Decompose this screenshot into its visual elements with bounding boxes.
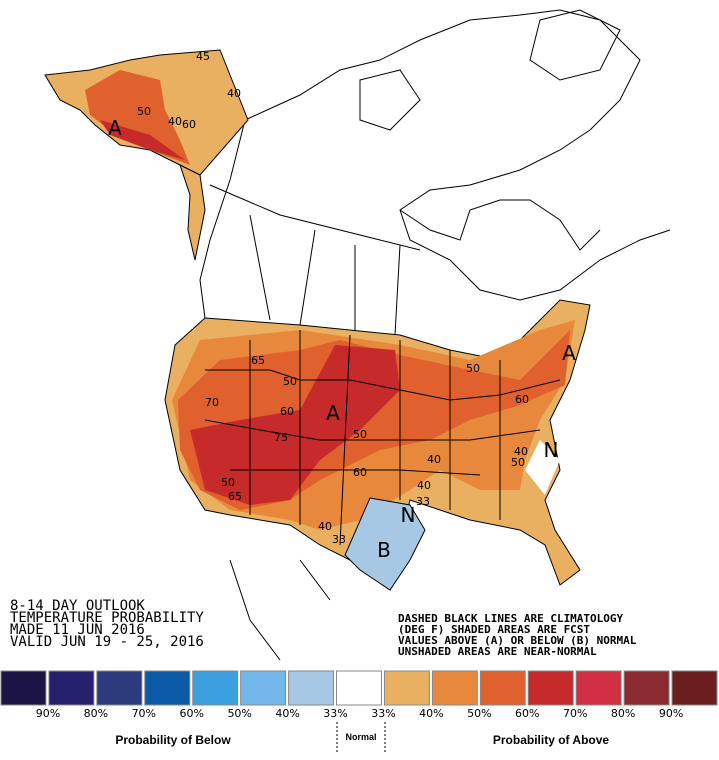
contour-label: 40 — [318, 520, 332, 533]
contour-label: 40 — [168, 115, 182, 128]
shape — [204, 419, 541, 441]
shape — [199, 119, 246, 319]
shape — [529, 9, 621, 81]
contour-label: 33 — [332, 533, 346, 546]
shape — [205, 369, 561, 401]
contour-label: 33 — [416, 495, 430, 508]
legend-swatch — [240, 670, 287, 706]
above-caption: Probability of Above — [493, 733, 610, 747]
region-letter: N — [401, 503, 416, 527]
region-letter: A — [562, 341, 576, 365]
legend-swatch — [527, 670, 574, 706]
legend-swatch — [48, 670, 95, 706]
legend-label: 60% — [515, 707, 539, 720]
note-line: (DEG F) SHADED AREAS ARE FCST — [398, 623, 590, 636]
legend-swatch — [288, 670, 335, 706]
contour-label: 40 — [227, 87, 241, 100]
state-lines — [204, 330, 561, 546]
legend-swatch — [383, 670, 430, 706]
carolina-normal — [525, 440, 560, 495]
contour-label: 50 — [466, 362, 480, 375]
contour-label: 75 — [274, 431, 288, 444]
contour-label: 65 — [228, 490, 242, 503]
legend-swatch — [336, 670, 382, 706]
legend-label: 90% — [659, 707, 683, 720]
legend-swatch — [192, 670, 239, 706]
contour-label: 65 — [251, 354, 265, 367]
legend-label: 80% — [611, 707, 635, 720]
contour-label: 60 — [280, 405, 294, 418]
contour-label: 70 — [205, 396, 219, 409]
alaska-50 — [85, 70, 190, 165]
contour-label: 60 — [182, 118, 196, 131]
shape — [230, 469, 481, 476]
contour-label: 50 — [511, 456, 525, 469]
legend-label: 33% — [323, 707, 347, 720]
contour-label: 40 — [417, 479, 431, 492]
note-line: VALUES ABOVE (A) OR BELOW (B) NORMAL — [398, 634, 637, 647]
outlook-line: TEMPERATURE PROBABILITY — [10, 610, 204, 626]
alaska-60 — [100, 120, 185, 160]
shape — [249, 214, 401, 336]
legend-label: 50% — [467, 707, 491, 720]
contour-label: 45 — [196, 50, 210, 63]
shape — [229, 559, 331, 661]
legend-label: 90% — [36, 707, 60, 720]
legend-label: 40% — [419, 707, 443, 720]
contour-label: 50 — [283, 375, 297, 388]
legend-swatch — [0, 670, 47, 706]
legend-swatch — [623, 670, 670, 706]
region-letter: A — [108, 116, 122, 140]
region-letter: N — [544, 438, 559, 462]
legend-swatch — [96, 670, 143, 706]
contour-label: 40 — [514, 445, 528, 458]
outlook-line: VALID JUN 19 - 25, 2016 — [10, 634, 204, 650]
land-outlines — [199, 9, 671, 661]
shape — [249, 330, 501, 546]
region-letter: A — [326, 401, 340, 425]
normal-caption: Normal — [345, 732, 376, 742]
legend-swatch — [671, 670, 718, 706]
legend-label: 33% — [371, 707, 395, 720]
region-letter: B — [377, 538, 391, 562]
shape — [244, 9, 671, 301]
note-text: DASHED BLACK LINES ARE CLIMATOLOGY(DEG F… — [398, 612, 637, 658]
legend-label: 80% — [84, 707, 108, 720]
contour-label: 60 — [515, 393, 529, 406]
legend-label: 40% — [275, 707, 299, 720]
contour-label: 50 — [353, 428, 367, 441]
legend-label: 50% — [227, 707, 251, 720]
note-line: UNSHADED AREAS ARE NEAR-NORMAL — [398, 645, 597, 658]
shape — [399, 199, 601, 251]
legend-swatch — [144, 670, 191, 706]
shape — [359, 69, 421, 131]
legend: 90% 80% 70% 60% 50% 40% 33% 33% 40% 50% 60% 70% 80% 9… — [0, 670, 718, 720]
legend-swatch — [575, 670, 622, 706]
contour-label: 50 — [137, 105, 151, 118]
legend-label: 70% — [563, 707, 587, 720]
contour-label: 60 — [353, 466, 367, 479]
texas-below — [344, 497, 426, 591]
note-line: DASHED BLACK LINES ARE CLIMATOLOGY — [398, 612, 624, 625]
below-caption: Probability of Below — [115, 733, 231, 747]
panhandle — [179, 164, 206, 261]
outlook-line: MADE 11 JUN 2016 — [10, 622, 145, 638]
legend-swatch — [479, 670, 526, 706]
legend-label: 60% — [180, 707, 204, 720]
contour-label: 40 — [427, 453, 441, 466]
legend-label: 70% — [132, 707, 156, 720]
legend-swatch — [431, 670, 478, 706]
contour-label: 50 — [221, 476, 235, 489]
outlook-line: 8-14 DAY OUTLOOK — [10, 598, 145, 614]
